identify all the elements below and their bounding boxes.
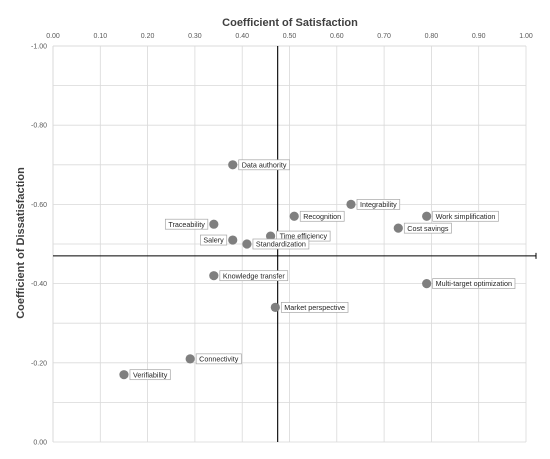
point-label-box xyxy=(252,238,310,250)
point-label: Connectivity xyxy=(199,354,239,363)
point-marker xyxy=(119,370,129,380)
point-label: Cost savings xyxy=(407,224,449,233)
point-label-box xyxy=(299,210,345,222)
data-point: Cost savings xyxy=(393,222,452,234)
point-marker xyxy=(265,231,276,241)
point-marker xyxy=(289,211,299,221)
point-label-box xyxy=(432,278,516,289)
data-point: Traceability xyxy=(164,218,219,230)
point-label: Integrability xyxy=(360,200,397,209)
point-label: Multi-target optimization xyxy=(436,279,512,288)
point-label-box xyxy=(432,210,499,222)
x-tick-label: 0.30 xyxy=(188,33,202,40)
point-marker xyxy=(270,302,280,312)
x-tick-label: 0.10 xyxy=(93,33,107,40)
point-label: Market perspective xyxy=(284,303,345,312)
point-marker xyxy=(228,235,238,245)
data-point: Standardization xyxy=(242,238,310,250)
point-label: Recognition xyxy=(303,212,341,221)
point-marker xyxy=(209,219,219,229)
data-points: Data authority Integrability Recognition Wo… xyxy=(119,159,516,381)
gridlines xyxy=(52,45,527,443)
y-tick-labels: -1.00 -0.80 -0.60 -0.40 -0.20 0.00 xyxy=(31,44,47,447)
x-tick-label: 0.70 xyxy=(377,33,391,40)
point-label-box xyxy=(356,199,401,210)
point-marker xyxy=(422,279,432,289)
x-tick-label: 0.90 xyxy=(472,33,486,40)
point-label: Work simplification xyxy=(436,212,496,221)
x-tick-label: 0.50 xyxy=(283,33,297,40)
point-marker xyxy=(242,239,252,249)
point-label: Knowledge transfer xyxy=(223,271,286,280)
x-tick-label: 0.60 xyxy=(330,33,344,40)
y-tick-label: -0.80 xyxy=(31,123,47,130)
data-point: Connectivity xyxy=(185,353,242,365)
y-tick-label: -1.00 xyxy=(31,44,47,51)
point-label-box xyxy=(164,218,209,230)
y-tick-label: -0.20 xyxy=(31,360,47,367)
point-label: Data authority xyxy=(242,160,287,169)
x-tick-label: 0.20 xyxy=(141,33,155,40)
point-label-box xyxy=(403,222,452,234)
point-marker xyxy=(393,223,403,233)
point-label-box xyxy=(219,270,289,282)
point-label: Traceability xyxy=(168,220,205,229)
x-axis-title: Coefficient of Satisfaction xyxy=(222,17,358,29)
point-marker xyxy=(422,211,432,221)
y-axis-title: Coefficient of Dissatisfaction xyxy=(15,167,27,319)
x-tick-label: 0.40 xyxy=(235,33,249,40)
point-label-box xyxy=(238,159,290,171)
data-point: Verifiability xyxy=(119,369,171,381)
data-point: Data authority xyxy=(228,159,290,171)
x-tick-label: 1.00 xyxy=(519,33,533,40)
point-label-box xyxy=(280,302,349,313)
y-tick-label: -0.60 xyxy=(31,202,47,209)
point-marker xyxy=(346,199,356,209)
point-marker xyxy=(185,354,195,364)
data-point: Integrability xyxy=(346,199,401,210)
data-point: Multi-target optimization xyxy=(422,278,516,289)
x-tick-label: 0.80 xyxy=(425,33,439,40)
point-label: Standardization xyxy=(256,240,306,249)
data-point: Salery xyxy=(200,234,238,246)
data-point: Work simplification xyxy=(422,210,499,222)
y-tick-label: 0.00 xyxy=(33,440,47,447)
point-marker xyxy=(209,271,219,281)
point-label-box xyxy=(200,234,228,246)
point-label-box xyxy=(129,369,171,381)
y-tick-label: -0.40 xyxy=(31,281,47,288)
data-point: Recognition xyxy=(289,210,345,222)
point-label: Verifiability xyxy=(133,370,168,379)
data-point: Market perspective xyxy=(270,302,349,313)
point-label-box xyxy=(195,353,242,365)
point-label: Salery xyxy=(203,236,224,245)
data-point: Knowledge transfer xyxy=(209,270,289,282)
x-tick-labels: 0.00 0.10 0.20 0.30 0.40 0.50 0.60 0.70 0.80 0.90… xyxy=(46,33,533,40)
x-tick-label: 0.00 xyxy=(46,33,60,40)
point-marker xyxy=(228,160,238,170)
point-label: Time efficiency xyxy=(280,232,328,241)
